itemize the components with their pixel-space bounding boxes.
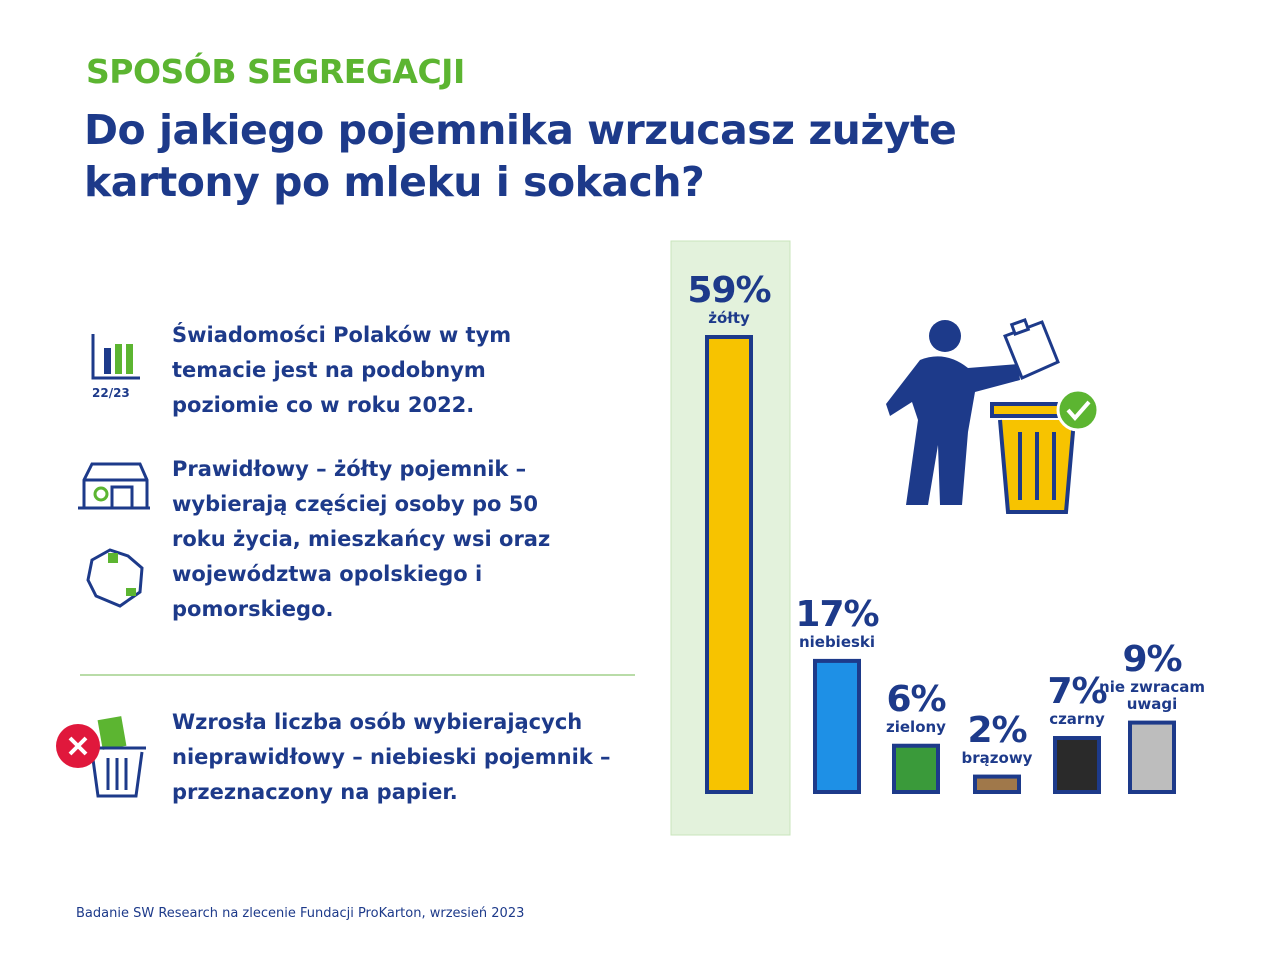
- value-label: 59%: [687, 270, 771, 311]
- recycling-illustration: [886, 317, 1100, 514]
- note: Świadomości Polaków w tym temacie jest n…: [172, 323, 512, 417]
- bar-label: 7% czarny: [1002, 673, 1152, 728]
- source: Badanie SW Research na zlecenie Fundacji…: [76, 906, 525, 921]
- icon-label: 22/23: [92, 386, 130, 400]
- value-label: 2%: [967, 709, 1027, 751]
- note: Prawidłowy – żółty pojemnik – wybierają …: [172, 457, 551, 621]
- wrong-bin-icon: [56, 716, 146, 798]
- category-label: brązowy: [961, 748, 1033, 767]
- bar-label: 59% żółty: [654, 272, 804, 327]
- category-label: niebieski: [798, 632, 876, 651]
- bar: [813, 658, 861, 795]
- house-icon: [78, 462, 150, 510]
- bar: [973, 774, 1021, 795]
- bar-label: 17% niebieski: [762, 593, 912, 651]
- bar: [1053, 736, 1101, 795]
- value-label: 6%: [886, 678, 946, 720]
- bar: [892, 743, 940, 795]
- category-label: żółty: [708, 309, 750, 327]
- bar-label: 2% brązowy: [922, 709, 1072, 767]
- note: Wzrosła liczba osób wybierających niepra…: [172, 710, 611, 804]
- kicker: SPOSÓB SEGREGACJI: [86, 52, 465, 91]
- region-icon: [86, 548, 144, 608]
- category-label: zielony: [886, 717, 946, 736]
- category-label: czarny: [1049, 710, 1105, 729]
- bar-label: 6% zielony: [841, 678, 991, 736]
- title: Do jakiego pojemnika wrzucasz zużyte kar…: [84, 106, 957, 206]
- bar-label: 9% nie zwracam uwagi: [1077, 638, 1227, 713]
- value-label: 7%: [1047, 671, 1107, 713]
- value-label: 17%: [795, 593, 879, 635]
- value-label: 9%: [1122, 638, 1182, 680]
- chart-icon: [91, 334, 140, 380]
- bar: [1128, 720, 1176, 794]
- category-label: nie zwracam uwagi: [1099, 677, 1205, 713]
- bar: [705, 335, 753, 794]
